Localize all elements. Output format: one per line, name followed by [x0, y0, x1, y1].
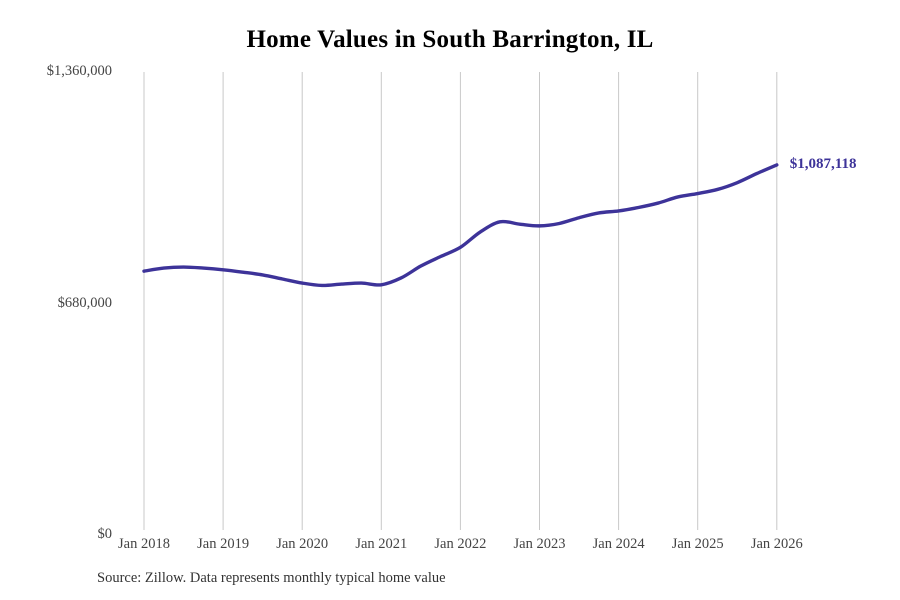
x-axis-tick-label: Jan 2020 — [276, 536, 329, 552]
value-line — [142, 163, 779, 288]
y-axis-tick-label: $680,000 — [57, 294, 112, 311]
x-axis-tick-label: Jan 2018 — [118, 536, 170, 552]
x-axis-tick-label: Jan 2022 — [434, 536, 487, 552]
y-axis-tick-label: $1,360,000 — [46, 63, 112, 79]
source-note: Source: Zillow. Data represents monthly … — [97, 570, 446, 586]
x-axis-tick-label: Jan 2024 — [592, 536, 645, 552]
x-axis-tick-label: Jan 2019 — [197, 536, 250, 552]
x-axis-tick-label: Jan 2021 — [355, 536, 408, 552]
chart-title: Home Values in South Barrington, IL — [246, 26, 654, 53]
end-value-label: $1,087,118 — [789, 155, 857, 172]
y-axis-tick-label: $0 — [97, 526, 113, 542]
x-axis-tick-label: Jan 2025 — [671, 536, 724, 552]
x-axis-tick-label: Jan 2026 — [750, 536, 803, 552]
gridlines — [143, 72, 778, 530]
x-axis-tick-label: Jan 2023 — [513, 536, 566, 552]
